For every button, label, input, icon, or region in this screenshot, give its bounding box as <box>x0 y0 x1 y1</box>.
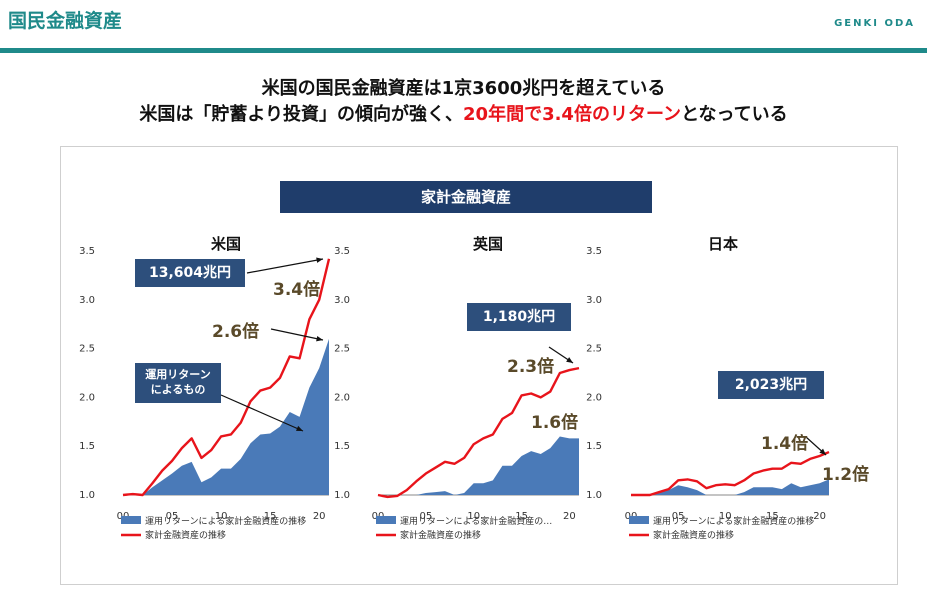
arrow-us-line <box>246 258 324 274</box>
arrow-us-callout-head <box>296 425 303 431</box>
x-tick-label-uk: 20 <box>563 511 576 522</box>
mult-us-line: 3.4倍 <box>273 280 321 300</box>
mult-jp-area: 1.2倍 <box>822 465 870 485</box>
headline-line-2-pre: 米国は「貯蓄より投資」の傾向が強く、 <box>139 104 464 125</box>
y-tick-label-jp: 1.5 <box>586 441 602 452</box>
y-tick-label-uk: 3.0 <box>334 295 350 306</box>
x-tick-label-us: 05 <box>166 511 179 522</box>
country-label-uk: 英国 <box>473 235 504 253</box>
x-tick-label-jp: 20 <box>813 511 826 522</box>
y-tick-label-uk: 2.5 <box>334 344 350 355</box>
y-tick-label-jp: 1.0 <box>586 490 602 501</box>
legend-swatch-area-us <box>121 516 141 524</box>
area-label-line-1: 運用リターン <box>145 368 211 381</box>
x-tick-label-us: 20 <box>313 511 326 522</box>
y-tick-label-us: 2.0 <box>79 392 95 403</box>
headline-line-2-highlight: 20年間で3.4倍のリターン <box>463 104 682 125</box>
x-tick-label-jp: 15 <box>766 511 779 522</box>
x-tick-label-uk: 15 <box>515 511 528 522</box>
y-tick-label-uk: 3.5 <box>334 246 350 257</box>
y-tick-label-jp: 3.5 <box>586 246 602 257</box>
y-tick-label-us: 2.5 <box>79 344 95 355</box>
arrow-uk-line-head <box>566 357 573 363</box>
arrow-jp-line-head <box>819 448 826 455</box>
y-tick-label-us: 3.5 <box>79 246 95 257</box>
area-series-jp <box>631 479 829 495</box>
legend-swatch-area-jp <box>629 516 649 524</box>
arrow-us-area-head <box>316 335 323 342</box>
area-series-uk <box>378 436 579 495</box>
x-tick-label-uk: 05 <box>419 511 432 522</box>
callout-uk-value: 1,180兆円 <box>467 303 571 331</box>
callout-us-value: 13,604兆円 <box>135 259 245 287</box>
y-tick-label-us: 3.0 <box>79 295 95 306</box>
section-title: 家計金融資産 <box>280 181 652 213</box>
x-tick-label-jp: 10 <box>719 511 732 522</box>
header-divider <box>0 48 927 53</box>
x-tick-label-us: 15 <box>264 511 277 522</box>
chart-panel: 家計金融資産 米国 英国 日本 1.01.52.02.53.03.5000510… <box>60 146 898 585</box>
legend-label-line-us: 家計金融資産の推移 <box>145 529 226 541</box>
y-tick-label-us: 1.0 <box>79 490 95 501</box>
mult-us-area: 2.6倍 <box>212 322 260 342</box>
y-tick-label-jp: 3.0 <box>586 295 602 306</box>
mult-uk-line: 2.3倍 <box>507 357 555 377</box>
charts-svg: 1.01.52.02.53.03.50005101520運用リターンによる家計金… <box>79 246 830 541</box>
headline-line-2-post: となっている <box>681 104 788 125</box>
x-tick-label-jp: 05 <box>672 511 685 522</box>
line-series-uk <box>377 366 580 499</box>
y-tick-label-jp: 2.5 <box>586 344 602 355</box>
legend-label-line-jp: 家計金融資産の推移 <box>653 529 734 541</box>
legend-label-area-uk: 運用リターンによる家計金融資産の… <box>400 515 552 527</box>
legend-label-area-us: 運用リターンによる家計金融資産の推移 <box>145 515 306 527</box>
y-tick-label-us: 1.5 <box>79 441 95 452</box>
legend-swatch-area-uk <box>376 516 396 524</box>
y-tick-label-jp: 2.0 <box>586 392 602 403</box>
y-tick-label-uk: 1.5 <box>334 441 350 452</box>
callout-us-area-label: 運用リターン によるもの <box>135 363 221 403</box>
line-series-jp <box>631 450 830 497</box>
callout-jp-value: 2,023兆円 <box>718 371 824 399</box>
area-label-line-2: によるもの <box>150 383 206 396</box>
legend-label-area-jp: 運用リターンによる家計金融資産の推移 <box>653 515 814 527</box>
x-tick-label-uk: 10 <box>467 511 480 522</box>
arrow-us-line-head <box>316 257 323 263</box>
country-label-jp: 日本 <box>708 235 739 253</box>
x-tick-label-us: 10 <box>215 511 228 522</box>
area-series-us <box>123 338 329 495</box>
y-tick-label-uk: 1.0 <box>334 490 350 501</box>
line-series-us <box>122 258 331 497</box>
y-tick-label-uk: 2.0 <box>334 392 350 403</box>
legend-label-line-uk: 家計金融資産の推移 <box>400 529 481 541</box>
arrow-us-callout <box>220 394 304 432</box>
brand-label: GENKI ODA <box>834 18 915 29</box>
mult-jp-line: 1.4倍 <box>761 434 809 454</box>
mult-uk-area: 1.6倍 <box>531 413 579 433</box>
country-label-us: 米国 <box>211 235 242 253</box>
header-title: 国民金融資産 <box>8 10 123 32</box>
headline-line-2: 米国は「貯蓄より投資」の傾向が強く、20年間で3.4倍のリターンとなっている <box>0 100 927 126</box>
arrow-us-area <box>270 328 324 341</box>
headline-line-1: 米国の国民金融資産は1京3600兆円を超えている <box>261 78 666 99</box>
